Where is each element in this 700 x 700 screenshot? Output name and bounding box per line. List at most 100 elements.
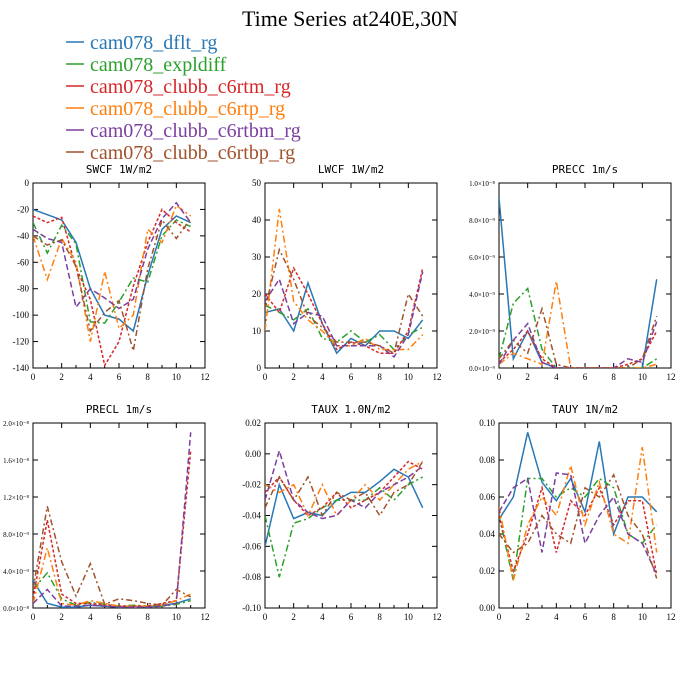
panel-title: PRECL 1m/s [86, 403, 152, 416]
series-line [499, 329, 658, 368]
y-tick-label: 0.08 [479, 455, 495, 465]
x-tick-label: 4 [88, 372, 93, 382]
y-tick-label: -0.08 [242, 572, 261, 582]
legend-label: cam078_expldiff [90, 54, 227, 76]
x-tick-label: 4 [554, 612, 559, 622]
series-line [499, 472, 658, 576]
series-line [499, 280, 657, 368]
x-tick-label: 0 [263, 372, 268, 382]
y-tick-label: 0.00 [245, 449, 261, 459]
series-line [33, 432, 192, 608]
x-tick-label: 2 [525, 372, 530, 382]
y-tick-label: -0.06 [242, 541, 261, 551]
series-line [33, 204, 192, 342]
legend-label: cam078_dflt_rg [90, 32, 217, 54]
x-tick-label: 10 [404, 612, 414, 622]
y-tick-label: -0.04 [242, 511, 261, 521]
series-line [33, 208, 192, 333]
series-line [265, 271, 424, 358]
series-line [499, 197, 658, 368]
y-tick-label: 0.06 [479, 492, 495, 502]
legend-label: cam078_clubb_c6rtbm_rg [90, 120, 301, 142]
series-line [265, 304, 424, 351]
x-tick-label: 6 [349, 612, 354, 622]
x-tick-label: 6 [583, 612, 588, 622]
x-tick-label: 10 [638, 372, 648, 382]
series-line [265, 461, 424, 518]
x-tick-label: 8 [377, 612, 382, 622]
chart-panels: SWCF 1W/m2 0 2 4 6 8 10 12 -140 -120 -100 -80 -60 -40… [3, 163, 675, 622]
x-tick-label: 6 [583, 372, 588, 382]
y-tick-label: 0.00 [479, 603, 495, 613]
legend-label: cam078_clubb_c6rtp_rg [90, 98, 285, 120]
x-tick-label: 8 [377, 372, 382, 382]
y-tick-label: -120 [13, 337, 30, 347]
y-tick-label: 50 [252, 178, 262, 188]
x-tick-label: 4 [554, 372, 559, 382]
y-tick-label: -40 [17, 231, 29, 241]
x-tick-label: 8 [611, 612, 616, 622]
y-tick-label: 4.0×10⁻⁹ [3, 568, 29, 576]
y-tick-label: -20 [17, 204, 29, 214]
series-line [499, 286, 658, 368]
panel-title: TAUY 1N/m2 [552, 403, 618, 416]
y-tick-label: 8.0×10⁻⁹ [469, 217, 495, 225]
panel-title: TAUX 1.0N/m2 [311, 403, 390, 416]
series-line [33, 201, 192, 310]
x-tick-label: 2 [59, 612, 64, 622]
y-tick-label: 1.2×10⁻⁸ [3, 494, 29, 502]
series-line [499, 432, 658, 537]
y-tick-label: 0.02 [245, 418, 261, 428]
y-tick-label: -100 [13, 310, 30, 320]
y-tick-label: 30 [252, 252, 262, 262]
series-line [499, 484, 658, 575]
x-tick-label: 12 [667, 612, 676, 622]
y-tick-label: 1.6×10⁻⁸ [3, 457, 29, 465]
x-tick-label: 12 [201, 612, 210, 622]
plot-frame [498, 182, 672, 369]
y-tick-label: 1.0×10⁻⁸ [469, 180, 495, 188]
y-tick-label: 40 [252, 215, 262, 225]
chart-panel: PRECC 1m/s 0 2 4 6 8 10 12 0.0×10⁻⁹ 2.0×10⁻⁹ 4.0×1… [469, 163, 675, 382]
series-line [33, 544, 192, 607]
series-line [33, 208, 192, 368]
x-tick-label: 10 [404, 372, 414, 382]
x-tick-label: 10 [172, 372, 182, 382]
figure-title: Time Series at240E,30N [242, 6, 458, 31]
legend-label: cam078_clubb_c6rtm_rg [90, 76, 291, 98]
y-tick-label: 0 [25, 178, 30, 188]
y-tick-label: 4.0×10⁻⁹ [469, 291, 495, 299]
series-line [33, 571, 191, 607]
series-line [499, 306, 658, 368]
x-tick-label: 12 [667, 372, 676, 382]
y-tick-label: -80 [17, 284, 29, 294]
y-tick-label: 2.0×10⁻⁸ [3, 420, 29, 428]
x-tick-label: 0 [497, 612, 502, 622]
series-line [265, 208, 424, 351]
series-line [33, 450, 192, 607]
y-tick-label: -0.10 [242, 603, 261, 613]
y-tick-label: 0.0×10⁻⁹ [469, 365, 495, 373]
series-line [499, 473, 658, 579]
chart-panel: LWCF 1W/m2 0 2 4 6 8 10 12 0 10 20 30 40 50 [252, 163, 442, 382]
x-tick-label: 2 [525, 612, 530, 622]
x-tick-label: 12 [201, 372, 210, 382]
x-tick-label: 2 [291, 372, 296, 382]
y-tick-label: 0 [257, 363, 262, 373]
y-tick-label: 8.0×10⁻⁹ [3, 531, 29, 539]
x-tick-label: 0 [31, 612, 36, 622]
series-line [33, 218, 192, 352]
chart-panel: PRECL 1m/s 0 2 4 6 8 10 12 0.0×10⁻⁸ 4.0×10⁻⁹ 8.0×1… [3, 403, 209, 622]
x-tick-label: 8 [145, 612, 150, 622]
series-line [33, 219, 192, 324]
series-line [265, 247, 424, 355]
panel-title: SWCF 1W/m2 [86, 163, 152, 176]
y-tick-label: -0.02 [242, 480, 261, 490]
x-tick-label: 6 [349, 372, 354, 382]
x-tick-label: 12 [433, 612, 442, 622]
x-tick-label: 10 [172, 612, 182, 622]
panel-title: LWCF 1W/m2 [318, 163, 384, 176]
plot-frame [32, 182, 206, 369]
chart-panel: TAUX 1.0N/m2 0 2 4 6 8 10 12 -0.10 -0.08 -0.06 -0.0… [242, 403, 441, 622]
